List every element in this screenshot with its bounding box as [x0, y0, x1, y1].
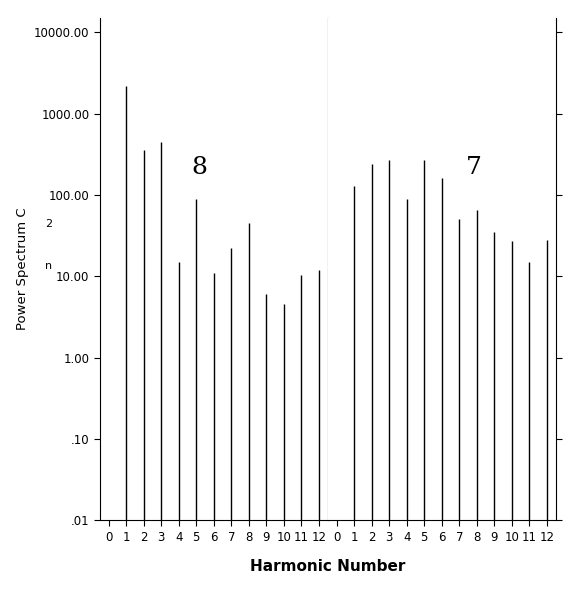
Text: n: n [45, 261, 52, 271]
Text: 8: 8 [192, 155, 207, 179]
Text: Harmonic Number: Harmonic Number [250, 559, 405, 574]
Text: 2: 2 [45, 219, 52, 229]
Text: 7: 7 [465, 155, 481, 179]
Text: Power Spectrum C: Power Spectrum C [17, 208, 29, 331]
